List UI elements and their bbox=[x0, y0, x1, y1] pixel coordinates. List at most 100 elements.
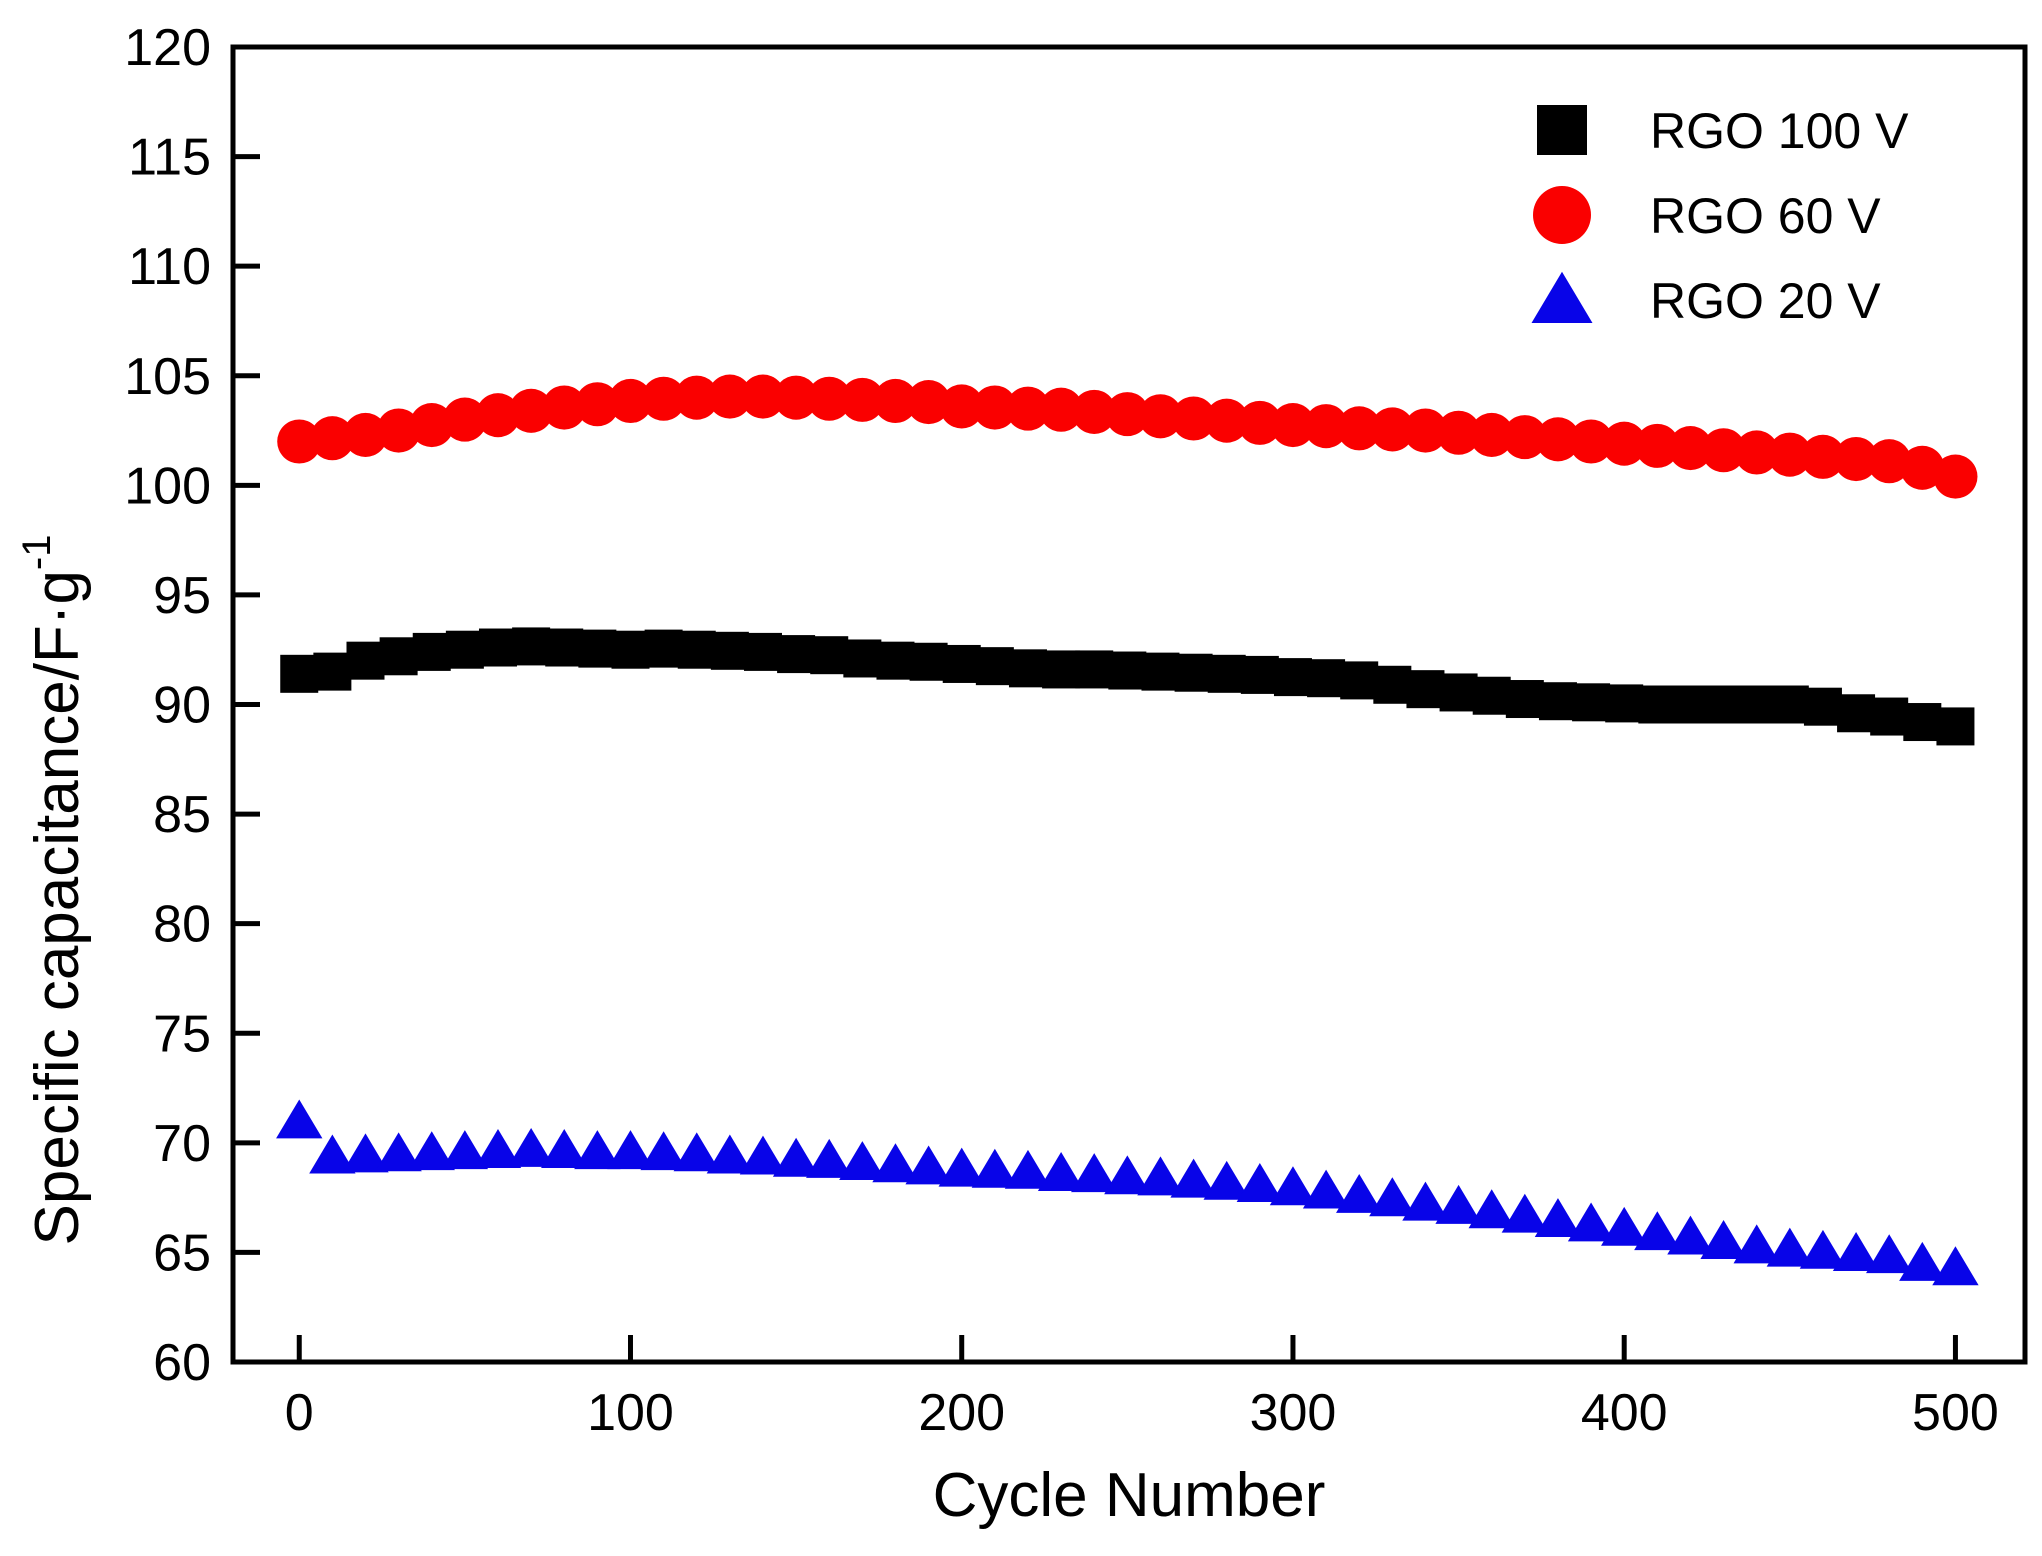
data-point bbox=[1569, 419, 1614, 464]
data-point bbox=[1207, 654, 1246, 693]
data-point bbox=[905, 1145, 952, 1185]
data-point bbox=[442, 397, 487, 442]
data-point bbox=[445, 630, 484, 669]
x-tick-label: 100 bbox=[587, 1384, 674, 1442]
data-point bbox=[743, 632, 782, 671]
data-point bbox=[575, 382, 620, 427]
data-point bbox=[1402, 1181, 1449, 1221]
data-point bbox=[1141, 652, 1180, 691]
data-point bbox=[774, 375, 819, 420]
data-point bbox=[1373, 665, 1412, 704]
data-point bbox=[1733, 1224, 1780, 1264]
legend-item-rgo-20v: RGO 20 V bbox=[1531, 271, 1881, 329]
data-point bbox=[1605, 684, 1644, 723]
data-point bbox=[674, 375, 719, 420]
data-point bbox=[1340, 661, 1379, 700]
data-point bbox=[1072, 389, 1117, 434]
data-point bbox=[1240, 655, 1279, 694]
data-point bbox=[474, 1129, 522, 1168]
legend: RGO 100 V RGO 60 V RGO 20 V bbox=[1531, 103, 1909, 329]
data-point bbox=[1005, 386, 1051, 431]
data-point bbox=[909, 642, 948, 681]
data-point bbox=[1903, 703, 1942, 742]
data-point bbox=[1369, 1177, 1416, 1217]
data-point bbox=[376, 408, 421, 453]
data-point bbox=[409, 403, 454, 448]
legend-marker-triangle-icon bbox=[1531, 271, 1593, 323]
data-point bbox=[1932, 1246, 1979, 1286]
y-tick-label: 115 bbox=[128, 129, 211, 187]
data-point bbox=[578, 629, 617, 668]
data-point bbox=[938, 1147, 985, 1187]
data-point bbox=[641, 376, 686, 421]
y-tick-label: 95 bbox=[153, 567, 211, 625]
data-point bbox=[542, 385, 587, 430]
data-point bbox=[1505, 680, 1544, 719]
data-point bbox=[1337, 406, 1382, 451]
data-point bbox=[1870, 697, 1909, 736]
data-point bbox=[343, 412, 388, 457]
data-point bbox=[1671, 685, 1710, 724]
data-point bbox=[873, 378, 918, 423]
data-point bbox=[1501, 1193, 1549, 1233]
data-point bbox=[541, 1129, 588, 1168]
data-point bbox=[1832, 1232, 1880, 1271]
data-point bbox=[1138, 394, 1183, 439]
data-point bbox=[1837, 694, 1876, 733]
data-point bbox=[1004, 1149, 1052, 1189]
data-point bbox=[810, 636, 849, 675]
data-point bbox=[441, 1130, 489, 1170]
data-point bbox=[1770, 685, 1809, 724]
data-point bbox=[1899, 1241, 1946, 1281]
data-point bbox=[1900, 445, 1945, 490]
data-point bbox=[1766, 1227, 1814, 1267]
data-point bbox=[1403, 408, 1448, 453]
y-tick-label: 100 bbox=[124, 457, 211, 515]
data-point bbox=[640, 1131, 687, 1171]
circle-glyph bbox=[1533, 186, 1591, 244]
data-point bbox=[1800, 434, 1845, 479]
data-point bbox=[772, 1137, 820, 1177]
data-point bbox=[408, 1131, 455, 1171]
data-point bbox=[1406, 670, 1445, 709]
data-point bbox=[1602, 421, 1647, 466]
data-point bbox=[710, 631, 749, 670]
data-point bbox=[839, 1141, 886, 1181]
data-point bbox=[509, 388, 554, 433]
triangle-glyph bbox=[1531, 271, 1593, 323]
data-point bbox=[611, 630, 650, 669]
data-point bbox=[1834, 436, 1879, 482]
data-point bbox=[1304, 404, 1349, 449]
data-point bbox=[843, 639, 882, 678]
data-point bbox=[1638, 685, 1677, 724]
data-point bbox=[677, 630, 716, 669]
data-point bbox=[1307, 659, 1346, 698]
series-rgo-100-v bbox=[280, 627, 1975, 746]
data-point bbox=[739, 1135, 787, 1175]
y-tick-label: 120 bbox=[124, 19, 211, 77]
legend-item-rgo-100v: RGO 100 V bbox=[1537, 103, 1909, 159]
data-point bbox=[1635, 423, 1680, 468]
legend-marker-square-icon bbox=[1537, 105, 1587, 155]
data-point bbox=[309, 1134, 356, 1174]
data-point bbox=[740, 374, 786, 419]
data-point bbox=[1502, 415, 1547, 460]
data-point bbox=[1767, 432, 1812, 477]
y-tick-label: 70 bbox=[153, 1115, 211, 1173]
data-point bbox=[1075, 650, 1114, 689]
data-point bbox=[1273, 658, 1312, 697]
data-point bbox=[1933, 454, 1978, 499]
data-point bbox=[1203, 1160, 1250, 1200]
data-point bbox=[1370, 407, 1415, 452]
data-point bbox=[1105, 392, 1150, 437]
data-point bbox=[1174, 653, 1213, 692]
data-point bbox=[1936, 707, 1975, 746]
data-point bbox=[1668, 426, 1713, 471]
data-point bbox=[1269, 1166, 1317, 1206]
plot-area bbox=[276, 374, 1979, 1286]
x-axis-title: Cycle Number bbox=[933, 1461, 1326, 1530]
data-point bbox=[1270, 403, 1316, 448]
data-point bbox=[942, 644, 981, 683]
